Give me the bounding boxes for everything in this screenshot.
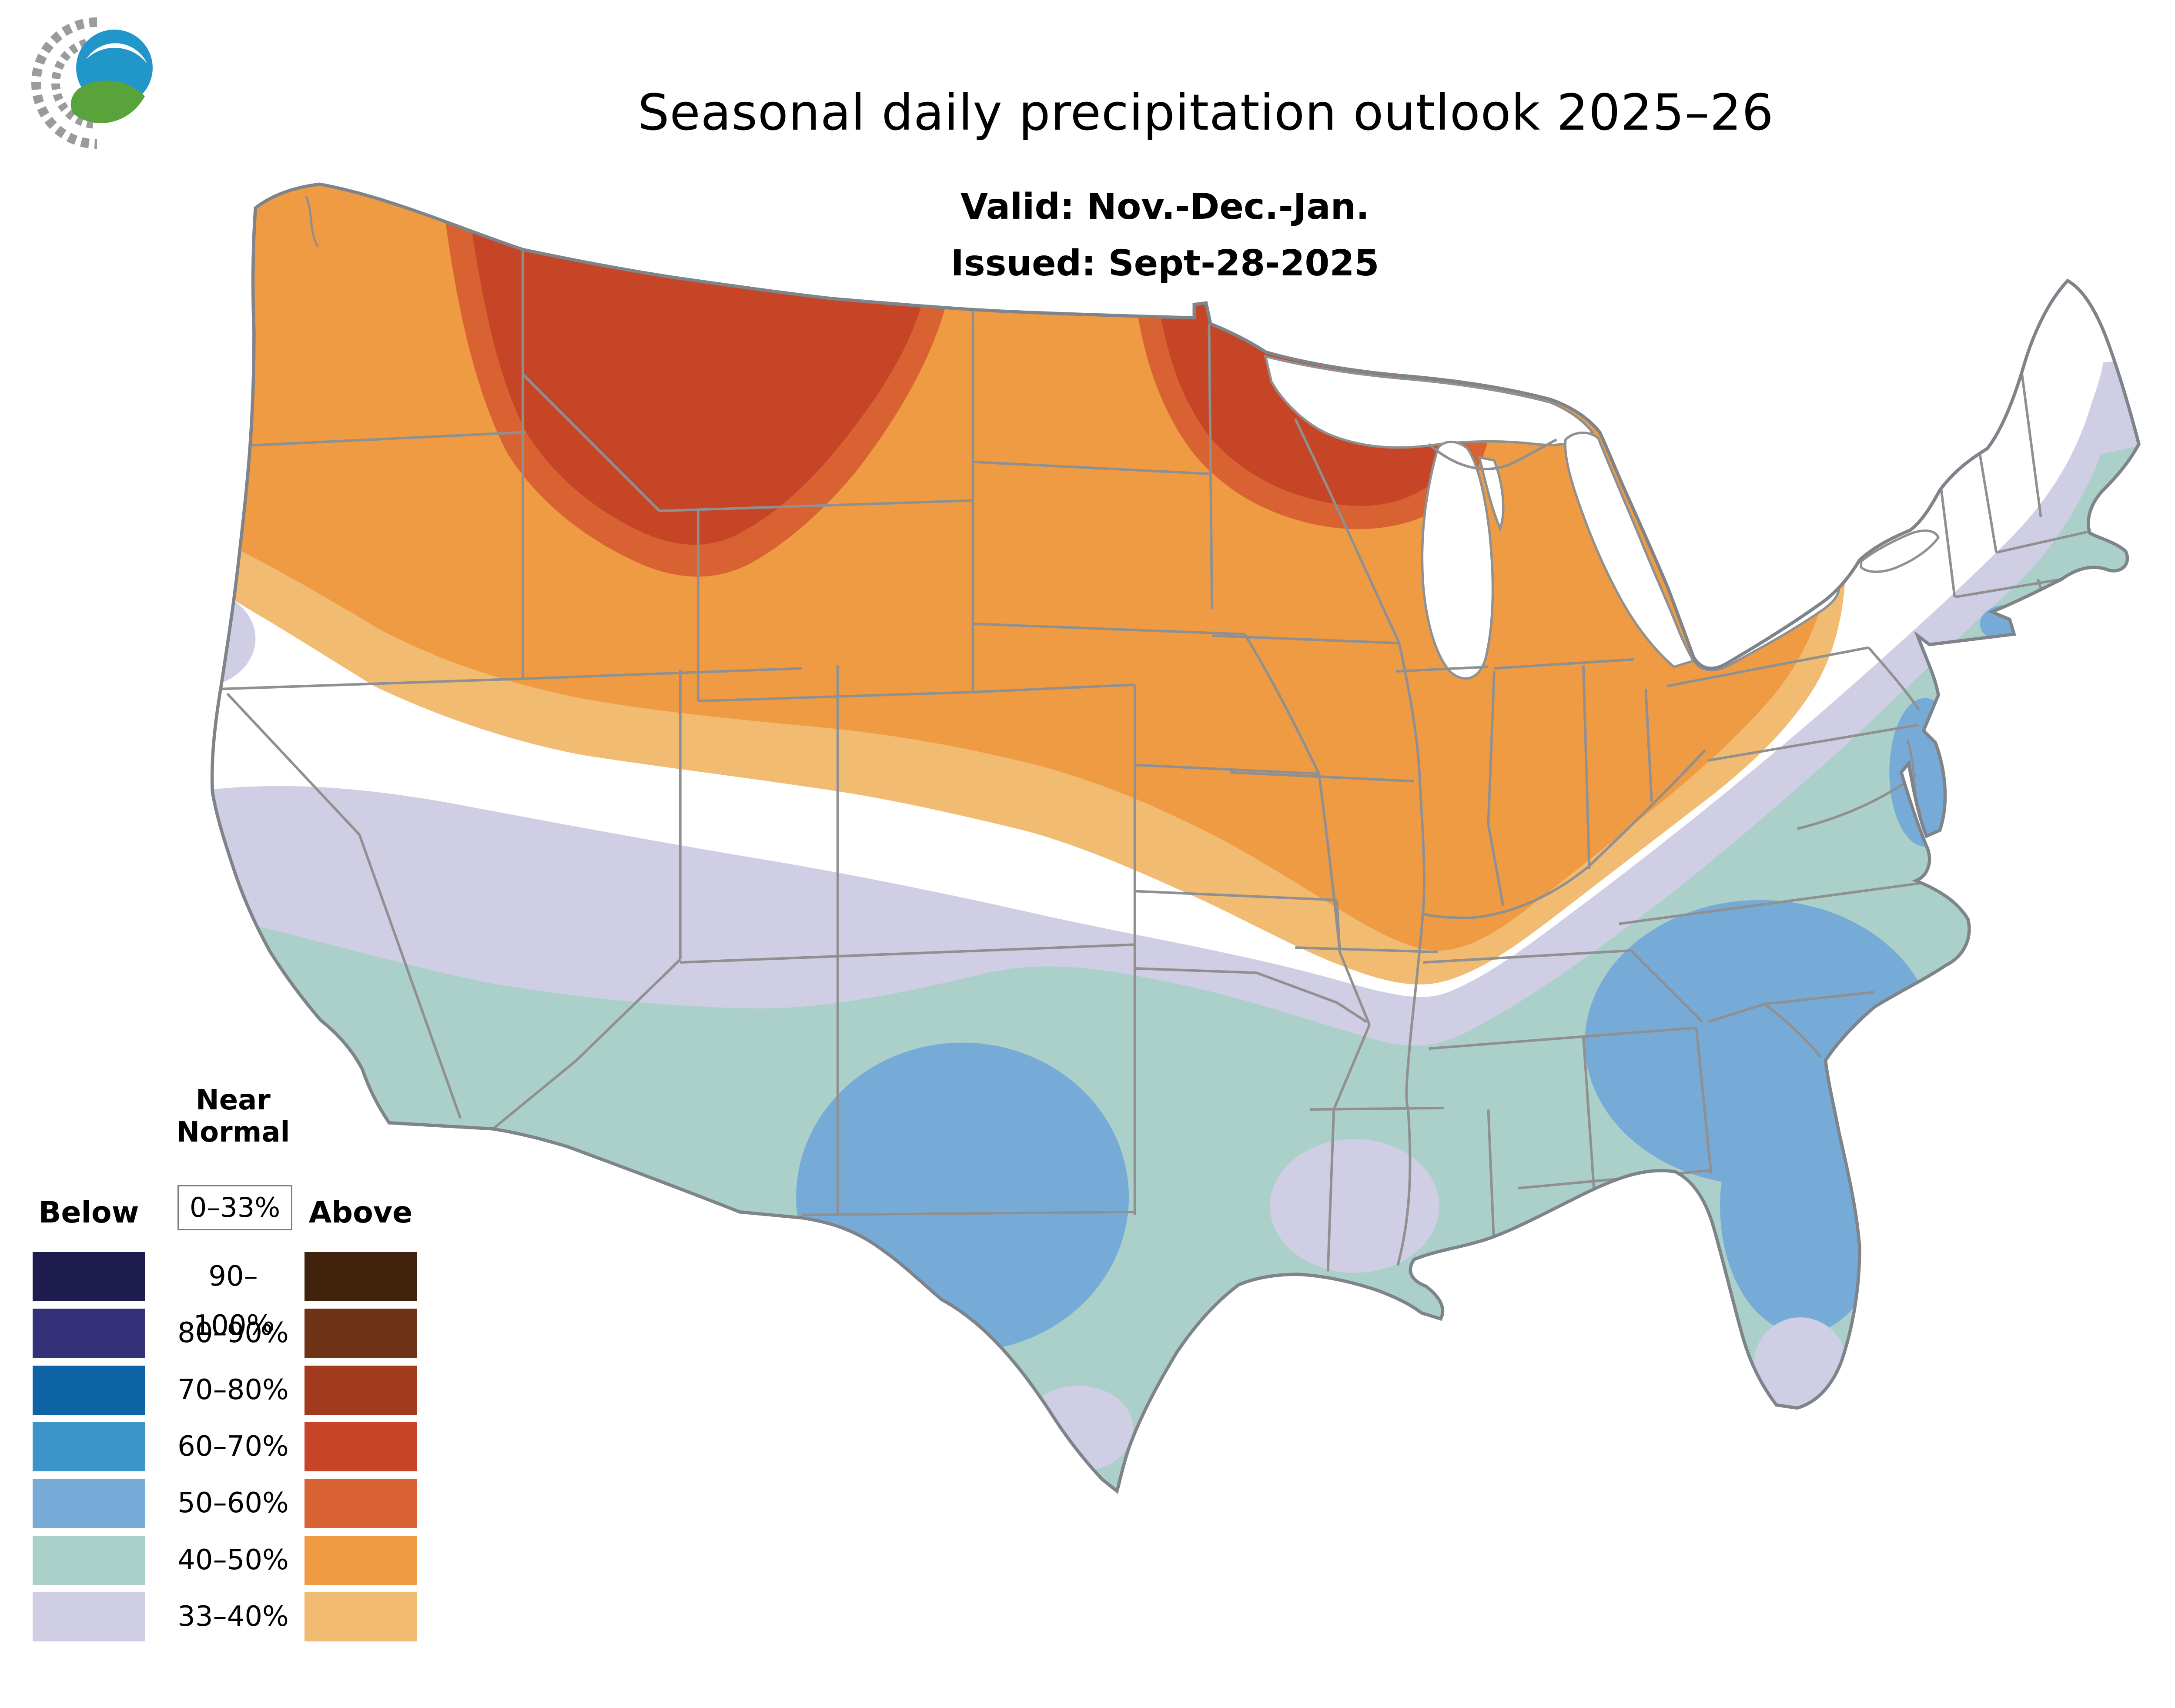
below-swatch	[33, 1422, 145, 1471]
above-swatch	[304, 1366, 417, 1415]
valid-label: Valid: Nov.-Dec.-Jan.	[960, 186, 1370, 228]
legend-row: 50–60%	[33, 1479, 417, 1528]
legend-row: 60–70%	[33, 1422, 417, 1471]
legend-row: 90–100%	[33, 1252, 417, 1342]
above-column-label: Above	[308, 1196, 413, 1230]
legend-row: 80–90%	[33, 1309, 417, 1358]
logo-circuit-arc-outer	[31, 17, 97, 149]
above-swatch	[304, 1309, 417, 1358]
below-swatch	[33, 1592, 145, 1641]
range-label: 70–80%	[177, 1374, 289, 1406]
range-label: 40–50%	[177, 1544, 289, 1576]
above-swatch	[304, 1592, 417, 1641]
range-label: 80–90%	[177, 1317, 289, 1349]
region-below-33-40-louisiana	[1270, 1139, 1439, 1273]
range-label: 60–70%	[177, 1430, 289, 1463]
lake-michigan	[1421, 440, 1494, 680]
below-swatch	[33, 1252, 145, 1301]
above-swatch	[304, 1422, 417, 1471]
below-swatch	[33, 1536, 145, 1585]
us-outline	[210, 182, 2141, 1494]
legend-row: 70–80%	[33, 1366, 417, 1415]
page-title: Seasonal daily precipitation outlook 202…	[638, 84, 1774, 141]
near-normal-label: Near Normal	[176, 1084, 290, 1149]
below-swatch	[33, 1366, 145, 1415]
region-below-33-40-coastal	[212, 589, 256, 688]
logo-swoosh	[86, 43, 147, 64]
lake-huron	[1564, 431, 1695, 668]
region-below-50-60-texas	[796, 1042, 1129, 1352]
logo-circuit-arc-inner	[51, 37, 97, 129]
near-normal-range-box: 0–33%	[177, 1185, 292, 1230]
range-label: 90–100%	[193, 1260, 273, 1342]
issued-label: Issued: Sept-28-2025	[950, 243, 1379, 284]
below-swatch	[33, 1479, 145, 1528]
legend-row: 33–40%	[33, 1592, 417, 1641]
region-below-33-40-florida-tip	[1754, 1317, 1847, 1410]
below-swatch	[33, 1309, 145, 1358]
range-label: 33–40%	[177, 1601, 289, 1633]
above-swatch	[304, 1252, 417, 1301]
legend-row: 40–50%	[33, 1536, 417, 1585]
above-swatch	[304, 1479, 417, 1528]
below-column-label: Below	[38, 1196, 139, 1230]
lake-ontario	[1860, 529, 1940, 573]
above-swatch	[304, 1536, 417, 1585]
great-lakes	[1264, 355, 1940, 680]
green-bay	[1478, 455, 1505, 532]
logo-leaf	[70, 80, 145, 124]
site-logo	[31, 17, 153, 149]
range-label: 50–60%	[177, 1487, 289, 1519]
region-below-50-60-florida	[1720, 1078, 1887, 1334]
